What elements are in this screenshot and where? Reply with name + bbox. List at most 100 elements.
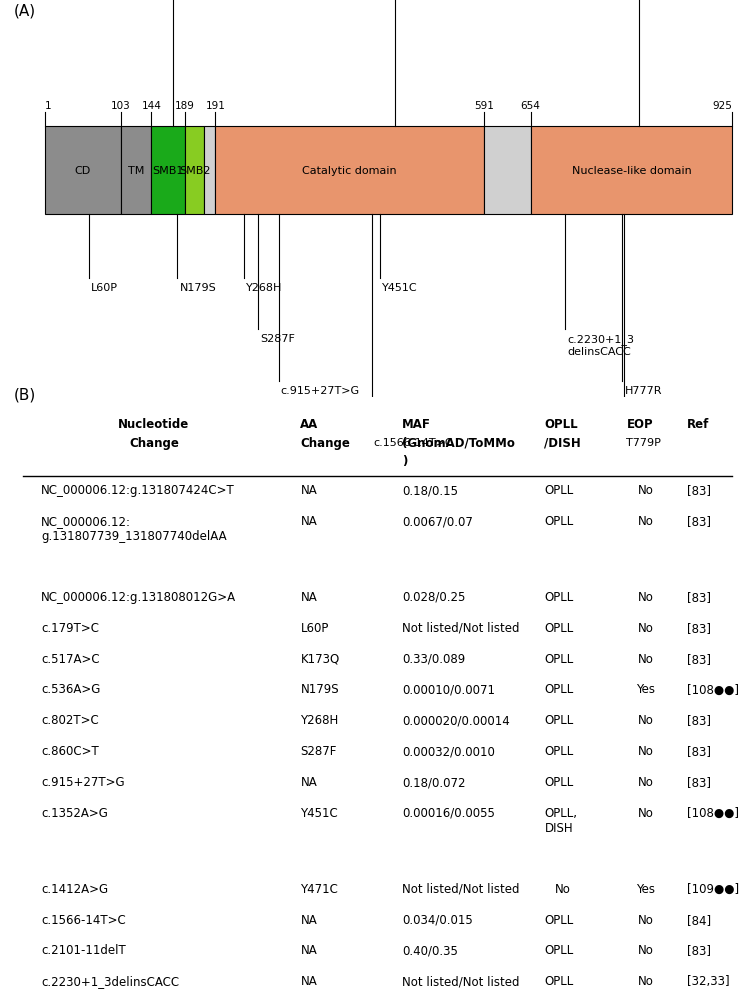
Text: c.915+27T>G: c.915+27T>G <box>41 775 125 788</box>
Text: No: No <box>555 882 572 895</box>
Bar <box>185 127 204 215</box>
Text: Not listed/Not listed: Not listed/Not listed <box>402 882 519 895</box>
Text: NA: NA <box>300 590 317 603</box>
Text: OPLL: OPLL <box>544 484 574 497</box>
Text: No: No <box>638 484 654 497</box>
Text: No: No <box>638 974 654 987</box>
Bar <box>204 127 216 215</box>
Text: NA: NA <box>300 484 317 497</box>
Text: Yes: Yes <box>636 882 656 895</box>
Text: Nucleotide: Nucleotide <box>119 417 189 430</box>
Text: /DISH: /DISH <box>544 436 581 449</box>
Text: 591: 591 <box>474 101 493 111</box>
Text: Nuclease-like domain: Nuclease-like domain <box>572 166 692 176</box>
Text: OPLL: OPLL <box>544 912 574 925</box>
Text: c.517A>C: c.517A>C <box>41 652 100 665</box>
Text: SMB1: SMB1 <box>152 166 184 176</box>
Text: 0.18/0.15: 0.18/0.15 <box>402 484 458 497</box>
Text: No: No <box>638 775 654 788</box>
Text: Y471C: Y471C <box>300 882 338 895</box>
Text: TM: TM <box>128 166 144 176</box>
Text: Y451C: Y451C <box>382 282 418 292</box>
Text: c.179T>C: c.179T>C <box>41 621 99 634</box>
Text: 925: 925 <box>713 101 732 111</box>
Text: [83]: [83] <box>687 621 711 634</box>
Text: c.1566-14T>C: c.1566-14T>C <box>374 437 454 447</box>
Text: 0.0067/0.07: 0.0067/0.07 <box>402 515 472 528</box>
Text: MAF: MAF <box>402 417 430 430</box>
Text: [83]: [83] <box>687 943 711 956</box>
Text: c.802T>C: c.802T>C <box>41 714 99 727</box>
Bar <box>484 127 531 215</box>
Text: No: No <box>638 621 654 634</box>
Text: OPLL: OPLL <box>544 714 574 727</box>
Text: OPLL: OPLL <box>544 974 574 987</box>
Text: c.1566-14T>C: c.1566-14T>C <box>41 912 126 925</box>
Text: Change: Change <box>129 436 179 449</box>
Text: (GnomAD/ToMMo: (GnomAD/ToMMo <box>402 436 514 449</box>
Text: 0.000020/0.00014: 0.000020/0.00014 <box>402 714 509 727</box>
Text: c.1352A>G: c.1352A>G <box>41 806 108 819</box>
Text: Ref: Ref <box>687 417 710 430</box>
Text: NA: NA <box>300 775 317 788</box>
Text: 191: 191 <box>206 101 225 111</box>
Text: 0.18/0.072: 0.18/0.072 <box>402 775 466 788</box>
Text: [83]: [83] <box>687 745 711 757</box>
Text: EOP: EOP <box>627 417 653 430</box>
Text: [83]: [83] <box>687 484 711 497</box>
Text: 0.028/0.25: 0.028/0.25 <box>402 590 465 603</box>
Text: OPLL: OPLL <box>544 683 574 696</box>
Text: 0.00010/0.0071: 0.00010/0.0071 <box>402 683 495 696</box>
Text: No: No <box>638 515 654 528</box>
Text: Not listed/Not listed: Not listed/Not listed <box>402 621 519 634</box>
Text: No: No <box>638 652 654 665</box>
Text: 0.33/0.089: 0.33/0.089 <box>402 652 465 665</box>
Text: [84]: [84] <box>687 912 711 925</box>
Text: NC_000006.12:
g.131807739_131807740delAA: NC_000006.12: g.131807739_131807740delAA <box>41 515 227 543</box>
Text: Not listed/Not listed: Not listed/Not listed <box>402 974 519 987</box>
Text: OPLL: OPLL <box>544 775 574 788</box>
Text: [32,33]: [32,33] <box>687 974 730 987</box>
Text: OPLL: OPLL <box>544 621 574 634</box>
Text: S287F: S287F <box>260 334 295 344</box>
Text: c.915+27T>G: c.915+27T>G <box>281 386 360 396</box>
Text: N179S: N179S <box>179 282 216 292</box>
Text: [83]: [83] <box>687 775 711 788</box>
Text: [108●●]: [108●●] <box>687 683 739 696</box>
Text: (B): (B) <box>14 387 36 402</box>
Text: OPLL: OPLL <box>544 745 574 757</box>
Text: NA: NA <box>300 912 317 925</box>
Text: 1: 1 <box>45 101 52 111</box>
Text: 103: 103 <box>111 101 131 111</box>
Text: OPLL: OPLL <box>544 417 578 430</box>
Text: [83]: [83] <box>687 590 711 603</box>
Text: No: No <box>638 806 654 819</box>
Text: 0.40/0.35: 0.40/0.35 <box>402 943 457 956</box>
Bar <box>216 127 484 215</box>
Text: (A): (A) <box>14 4 35 19</box>
Text: NA: NA <box>300 974 317 987</box>
Text: NA: NA <box>300 515 317 528</box>
Text: 189: 189 <box>175 101 195 111</box>
Text: 0.034/0.015: 0.034/0.015 <box>402 912 472 925</box>
Text: OPLL: OPLL <box>544 515 574 528</box>
Text: T779P: T779P <box>626 437 661 447</box>
Text: [83]: [83] <box>687 515 711 528</box>
Text: Y451C: Y451C <box>300 806 338 819</box>
Text: OPLL: OPLL <box>544 652 574 665</box>
Text: N179S: N179S <box>300 683 339 696</box>
Text: No: No <box>638 745 654 757</box>
Text: [108●●]: [108●●] <box>687 806 739 819</box>
Text: NC_000006.12:g.131807424C>T: NC_000006.12:g.131807424C>T <box>41 484 235 497</box>
Text: L60P: L60P <box>91 282 118 292</box>
Text: K173Q: K173Q <box>300 652 339 665</box>
Text: c.536A>G: c.536A>G <box>41 683 101 696</box>
Text: c.2230+1_3
delinsCACC: c.2230+1_3 delinsCACC <box>567 334 634 357</box>
Text: Yes: Yes <box>636 683 656 696</box>
Text: [109●●]: [109●●] <box>687 882 739 895</box>
Text: No: No <box>638 943 654 956</box>
Text: Catalytic domain: Catalytic domain <box>303 166 397 176</box>
Text: No: No <box>638 912 654 925</box>
Text: NC_000006.12:g.131808012G>A: NC_000006.12:g.131808012G>A <box>41 590 237 603</box>
Text: Y268H: Y268H <box>300 714 339 727</box>
